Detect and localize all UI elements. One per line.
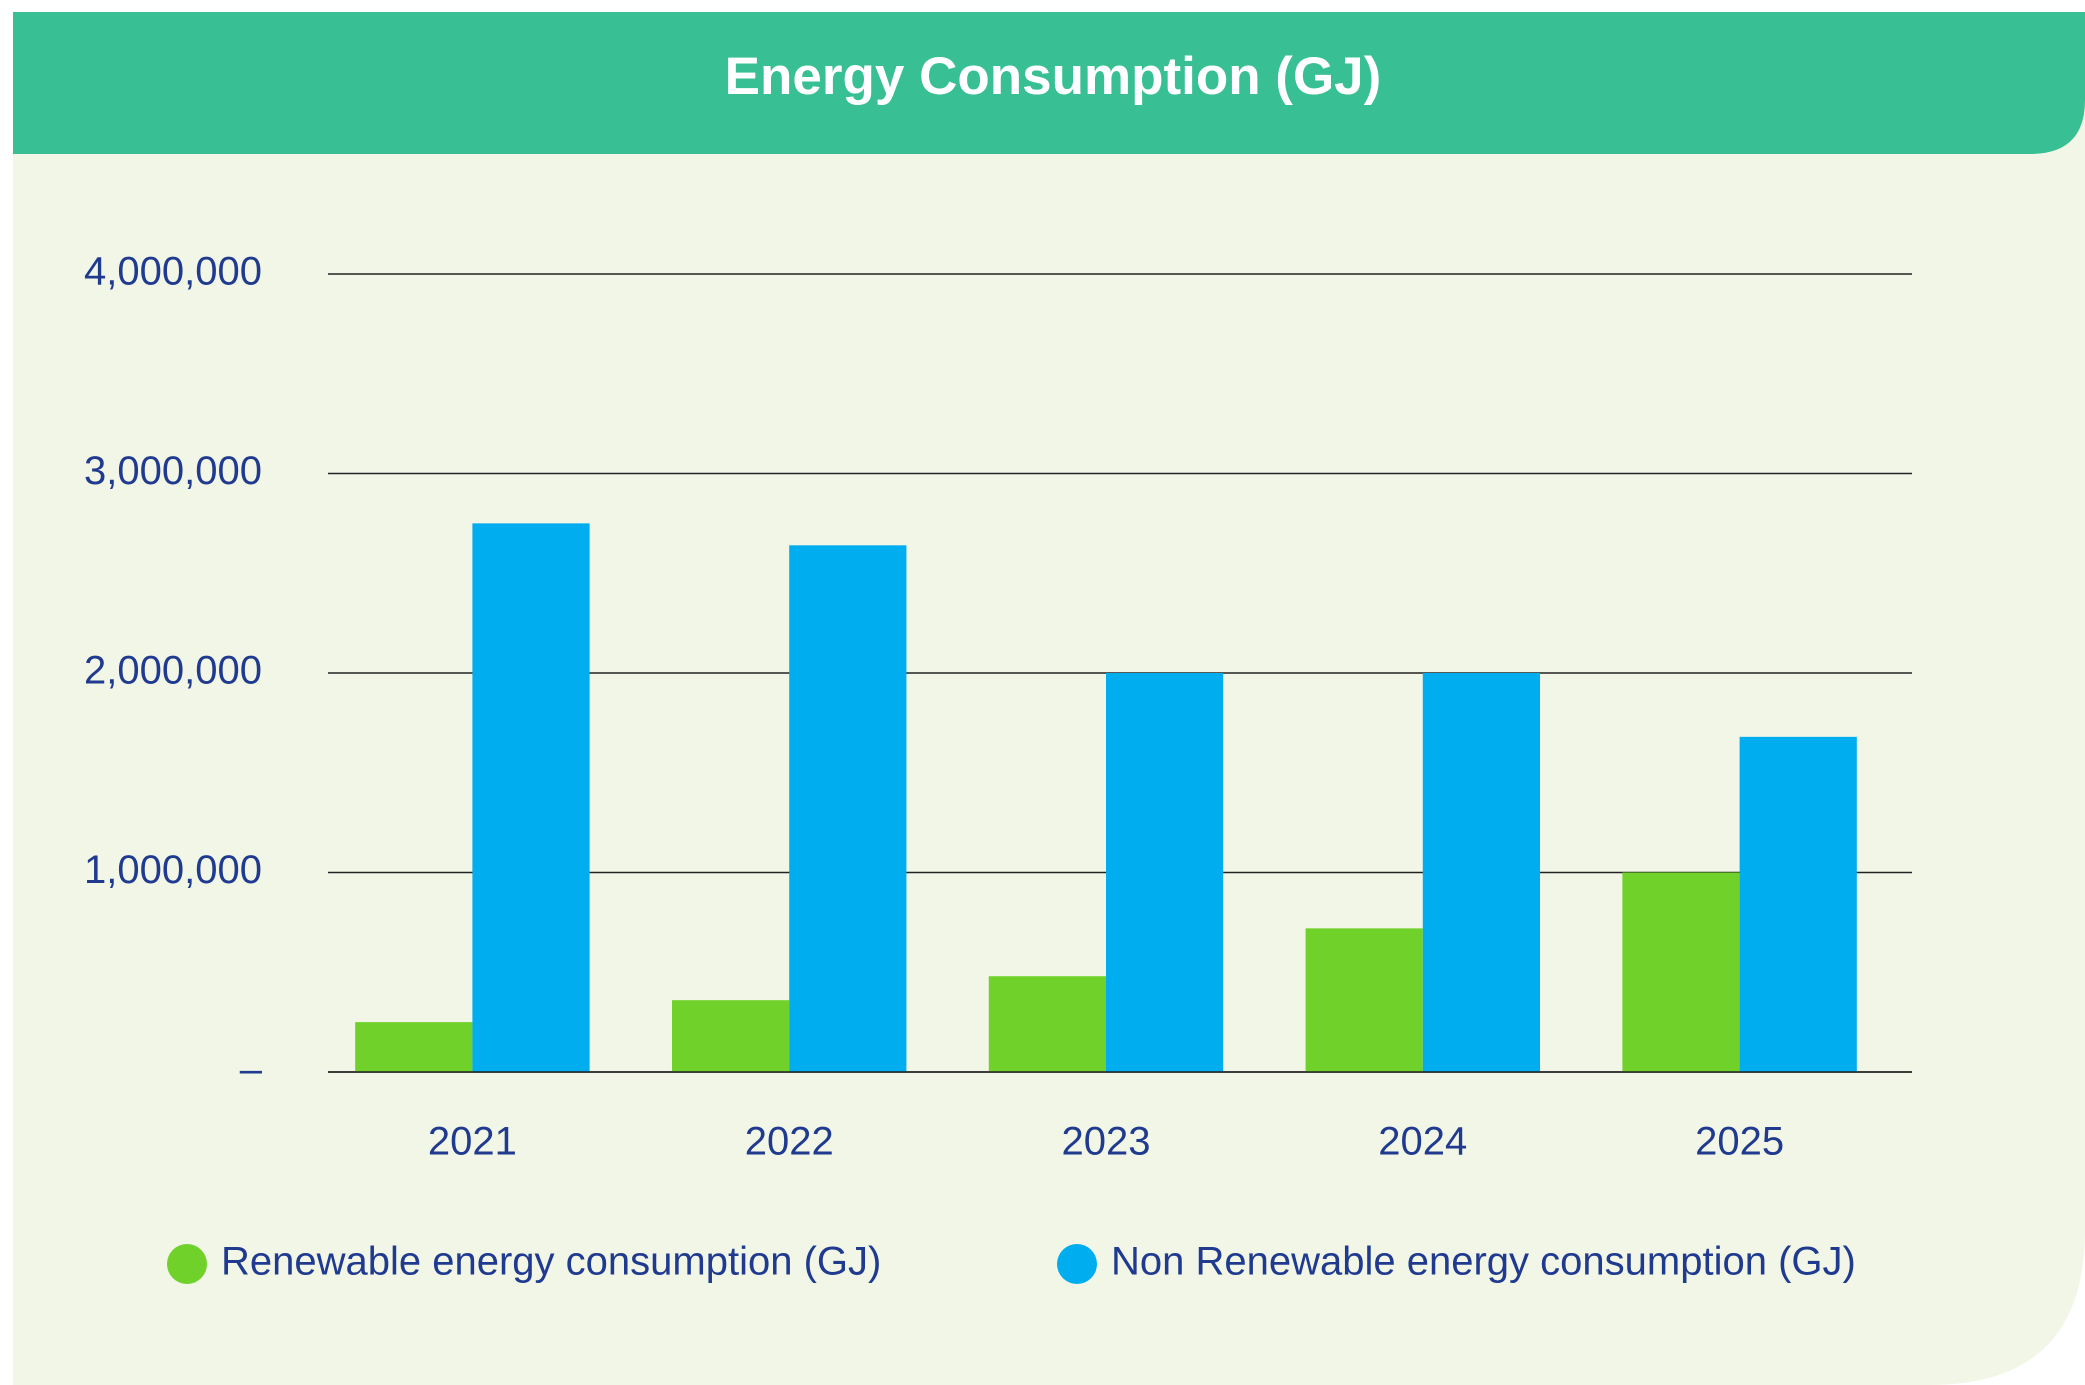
- legend-swatch: [167, 1244, 207, 1284]
- legend-label: Renewable energy consumption (GJ): [221, 1240, 881, 1284]
- y-tick-label: 1,000,000: [84, 848, 262, 892]
- x-tick-label: 2023: [1062, 1120, 1151, 1164]
- bar: [472, 523, 590, 1072]
- legend-label: Non Renewable energy consumption (GJ): [1111, 1240, 1856, 1284]
- x-tick-label: 2025: [1695, 1120, 1784, 1164]
- bar: [1422, 673, 1541, 1072]
- bar: [671, 1000, 790, 1072]
- y-tick-label: 3,000,000: [84, 449, 262, 493]
- x-tick-label: 2021: [428, 1120, 517, 1164]
- y-tick-label: 4,000,000: [84, 250, 262, 294]
- chart-title: Energy Consumption (GJ): [725, 47, 1382, 106]
- legend-swatch: [1057, 1244, 1097, 1284]
- y-tick-label: 2,000,000: [84, 649, 262, 693]
- x-tick-label: 2024: [1378, 1120, 1467, 1164]
- bar: [988, 976, 1106, 1072]
- y-tick-label: –: [240, 1048, 263, 1092]
- panel: [13, 12, 2085, 1385]
- bar: [789, 545, 907, 1072]
- bar: [1739, 736, 1857, 1072]
- x-tick-label: 2022: [745, 1120, 834, 1164]
- header: [13, 12, 2085, 154]
- bar: [1622, 872, 1740, 1072]
- bar: [1106, 673, 1224, 1072]
- bar: [355, 1022, 473, 1072]
- bar: [1305, 928, 1423, 1072]
